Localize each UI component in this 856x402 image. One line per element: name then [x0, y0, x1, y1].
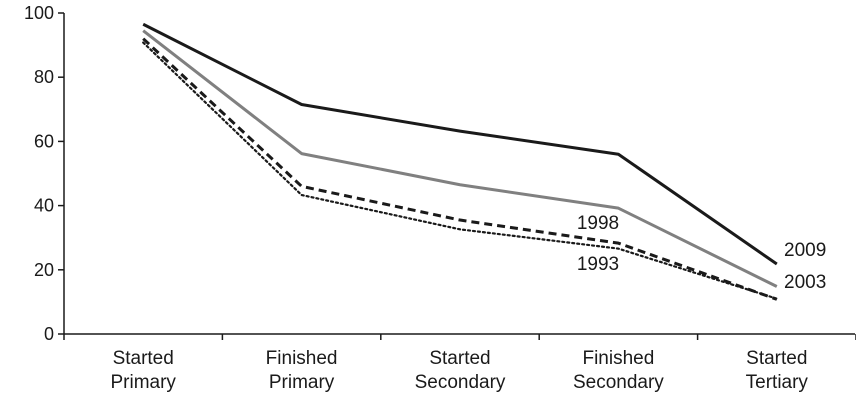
x-tick-label: Finished Secondary [573, 348, 664, 393]
series-label-2003: 2003 [784, 272, 826, 293]
x-tick-label-line: Finished [266, 348, 338, 369]
y-tick-label: 40 [34, 196, 54, 216]
x-tick-label: Started Primary [110, 348, 176, 393]
x-tick-label-line: Started [746, 348, 807, 369]
series-lines [142, 22, 778, 301]
series-line-2003 [142, 29, 778, 288]
x-tick-label-line: Started [113, 348, 174, 369]
x-tick-label-line: Secondary [415, 372, 506, 393]
y-tick-label: 100 [24, 3, 54, 23]
series-label-1993: 1993 [577, 254, 619, 275]
x-tick-label-line: Secondary [573, 372, 664, 393]
x-tick-label-line: Primary [110, 372, 176, 393]
series-label-2009: 2009 [784, 240, 826, 261]
y-ticks: 0 20 40 60 80 100 [24, 3, 64, 344]
x-ticks: Started Primary Finished Primary Started Seco… [63, 334, 856, 393]
y-tick-label: 20 [34, 260, 54, 280]
x-tick-label-line: Finished [582, 348, 654, 369]
series-label-1998: 1998 [577, 213, 619, 234]
x-tick-label: Started Tertiary [746, 348, 809, 393]
y-tick-label: 60 [34, 131, 54, 151]
axes: 0 20 40 60 80 100 Started Primary Finished Prima… [24, 3, 856, 393]
y-tick-label: 0 [44, 324, 54, 344]
x-tick-label-line: Primary [269, 372, 335, 393]
series-line-1998 [142, 37, 778, 301]
series-line-1993 [142, 41, 778, 300]
x-tick-label-line: Tertiary [746, 372, 809, 393]
series-labels: 2009 2003 1998 1993 [577, 213, 826, 293]
x-tick-label: Started Secondary [415, 348, 506, 393]
x-tick-label-line: Started [429, 348, 490, 369]
series-line-2009 [142, 22, 778, 266]
y-tick-label: 80 [34, 67, 54, 87]
x-tick-label: Finished Primary [266, 348, 338, 393]
